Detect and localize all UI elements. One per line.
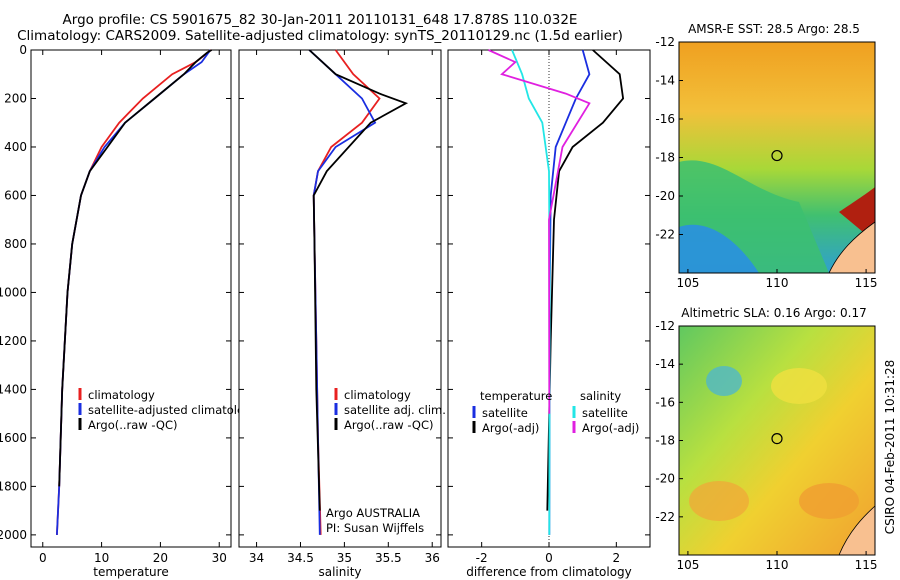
sla_map-title: Altimetric SLA: 0.16 Argo: 0.17 [681,306,866,320]
map-y-tick-label: -16 [655,112,675,126]
warm-coast [839,187,875,242]
high-anomaly [799,483,859,519]
land-mask [838,505,875,555]
map-y-tick-label: -12 [655,319,675,333]
difference-xlabel: difference from climatology [466,565,632,579]
x-tick-label: 0 [545,551,553,565]
map-y-tick-label: -14 [655,357,675,371]
legend-label: climatology [344,388,411,402]
y-tick-label: 600 [4,188,27,202]
timestamp: CSIRO 04-Feb-2011 10:31:28 [883,359,897,535]
x-tick-label: 35.5 [375,551,402,565]
x-tick-label: 34.5 [287,551,314,565]
map-y-tick-label: -22 [655,510,675,524]
temperature-axes-box [30,49,232,548]
y-tick-label: 1000 [0,285,27,299]
sst_map: AMSR-E SST: 28.5 Argo: 28.5 105 110 115 -12 -… [655,22,877,290]
figure-title: Argo profile: CS 5901675_82 30-Jan-2011 … [0,12,640,44]
y-tick-label: 0 [19,43,27,57]
map-x-tick-label: 110 [766,558,789,572]
salinity-panel: 34 34.5 35 35.5 36 salinity climatologysatelli… [238,49,446,579]
annotation-text: PI: Susan Wijffels [326,521,424,535]
y-tick-label: 400 [4,140,27,154]
x-tick-label: -2 [476,551,488,565]
cold-patch [679,224,759,273]
map-y-tick-label: -12 [655,35,675,49]
map-y-tick-label: -16 [655,395,675,409]
map-x-tick-label: 105 [676,276,699,290]
y-tick-label: 2000 [0,528,27,542]
y-tick-label: 1800 [0,479,27,493]
title-line-2: Climatology: CARS2009. Satellite-adjuste… [17,28,623,44]
salinity-axes-box [238,49,442,548]
map-y-tick-label: -18 [655,434,675,448]
legend-label: Argo(..raw -QC) [88,418,178,432]
y-tick-label: 800 [4,237,27,251]
salinity-xlabel: salinity [318,565,361,579]
map-y-tick-label: -20 [655,189,675,203]
map-x-tick-label: 105 [676,558,699,572]
x-tick-label: 35 [337,551,352,565]
y-tick-label: 200 [4,91,27,105]
argo-location-marker [771,149,783,162]
legend-label: satellite-adjusted climatology [88,403,258,417]
x-tick-label: 34 [249,551,264,565]
x-tick-label: 2 [613,551,621,565]
legend-label: Argo(-adj) [482,421,539,435]
sst_map-field [679,42,875,273]
sst_map-title: AMSR-E SST: 28.5 Argo: 28.5 [688,22,860,36]
legend-label: Argo(..raw -QC) [344,418,434,432]
legend-group-title: temperature [480,389,552,403]
legend-label: Argo(-adj) [582,421,639,435]
sla_map-field [679,326,875,555]
high-anomaly [689,481,749,521]
y-tick-label: 1200 [0,334,27,348]
temperature-xlabel: temperature [93,565,168,579]
map-y-tick-label: -20 [655,472,675,486]
field-base [679,326,875,555]
y-tick-label: 1600 [0,431,27,445]
legend-label: satellite [482,406,528,420]
map-y-tick-label: -18 [655,151,675,165]
difference-series-3 [488,49,591,414]
title-line-1: Argo profile: CS 5901675_82 30-Jan-2011 … [62,12,578,28]
map-x-tick-label: 115 [855,558,878,572]
sla_map: Altimetric SLA: 0.16 Argo: 0.17 105 110 115… [655,306,877,572]
x-tick-label: 30 [212,551,227,565]
legend-label: satellite adj. clim. [344,403,446,417]
map-y-tick-label: -14 [655,74,675,88]
argo-location-marker [771,432,783,445]
x-tick-label: 0 [39,551,47,565]
legend-group-title: salinity [580,389,621,403]
legend-label: satellite [582,406,628,420]
high-anomaly [771,368,827,404]
salinity-series-2 [308,49,409,511]
legend-label: climatology [88,388,155,402]
y-tick-label: 1400 [0,382,27,396]
x-tick-label: 10 [94,551,109,565]
x-tick-label: 36 [425,551,440,565]
annotation-text: Argo AUSTRALIA [326,506,420,520]
temperature-series-2 [58,49,213,487]
low-anomaly [706,366,742,396]
map-y-tick-label: -22 [655,228,675,242]
difference-series-1 [546,49,625,511]
map-x-tick-label: 110 [766,276,789,290]
x-tick-label: 20 [153,551,168,565]
map-x-tick-label: 115 [855,276,878,290]
temperature-panel: 0 10 20 30 temperature 0 200 400 600 800 1000 1200 1… [0,43,258,579]
